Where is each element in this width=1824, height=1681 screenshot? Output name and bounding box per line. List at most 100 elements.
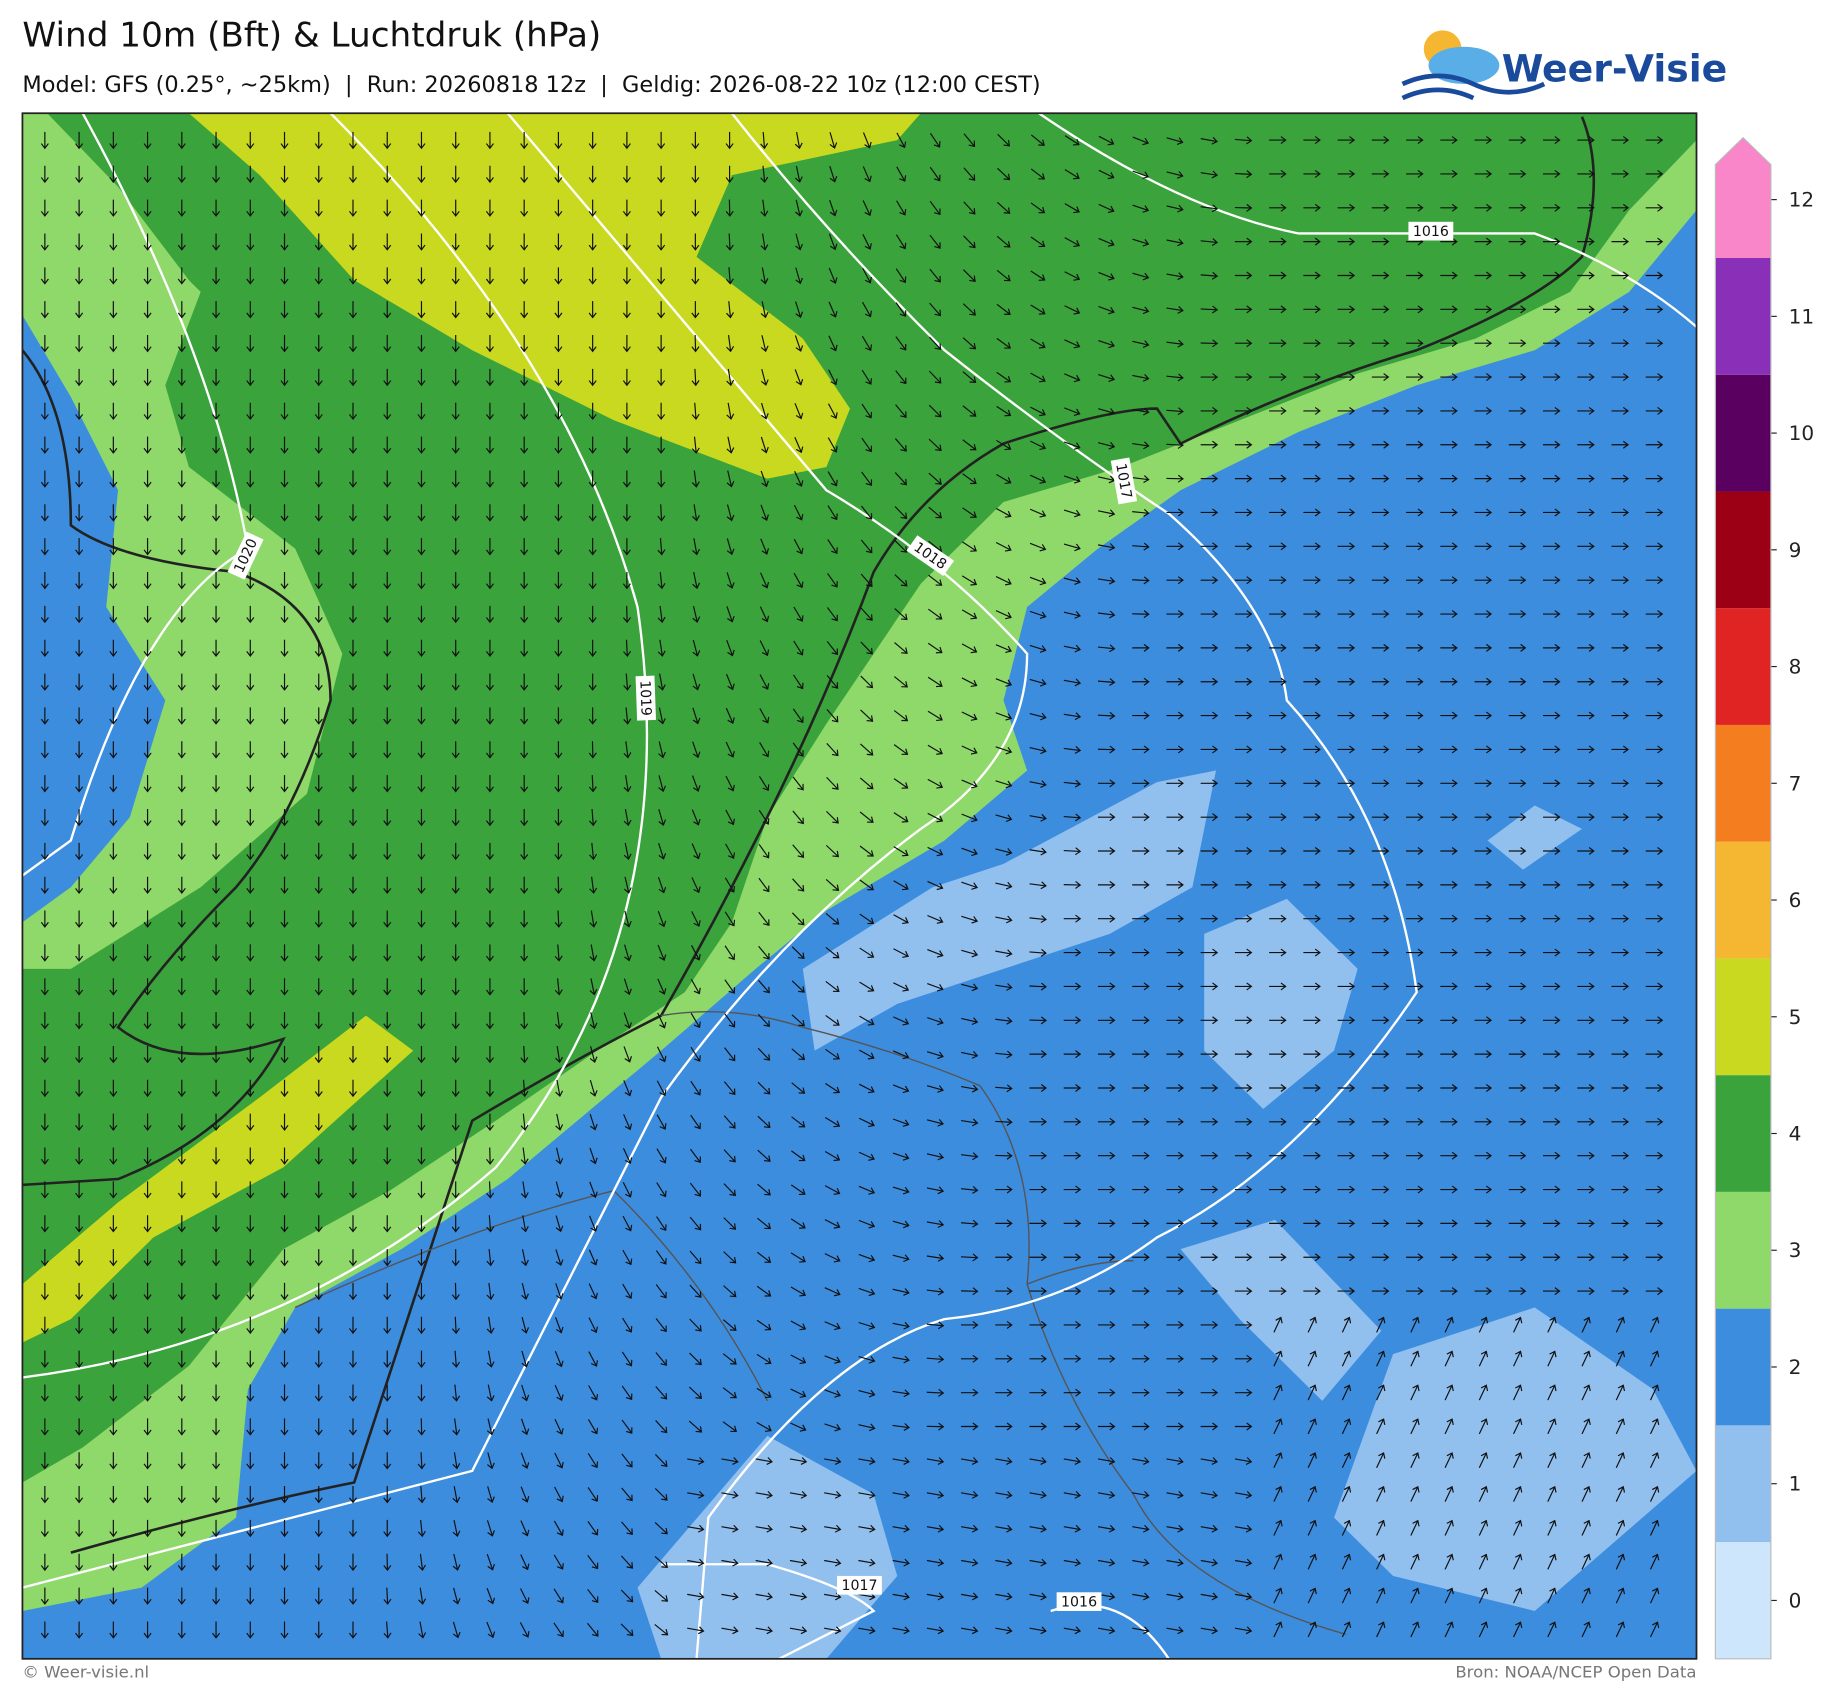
wind-arrow — [657, 335, 666, 353]
wind-arrow — [520, 335, 529, 353]
wind-arrow — [1166, 171, 1184, 179]
wind-arrow — [1029, 644, 1047, 653]
wind-arrow — [417, 368, 426, 387]
wind-arrow — [1269, 610, 1287, 619]
wind-arrow — [1474, 440, 1493, 449]
wind-arrow — [451, 436, 460, 454]
wind-arrow — [246, 605, 255, 624]
wind-arrow — [726, 470, 735, 488]
wind-arrow — [40, 165, 49, 184]
wind-arrow — [75, 335, 84, 353]
wind-arrow — [1303, 136, 1321, 145]
wind-arrow — [1337, 339, 1356, 348]
wind-arrow — [1166, 272, 1184, 281]
wind-arrow — [860, 539, 873, 554]
wind-arrow — [692, 639, 701, 657]
wind-arrow — [829, 132, 838, 149]
wind-arrow — [40, 335, 49, 353]
wind-arrow — [1645, 508, 1664, 517]
wind-arrow — [1029, 576, 1047, 586]
wind-arrow — [622, 199, 631, 217]
wind-arrow — [726, 640, 735, 657]
wind-arrow — [417, 504, 426, 522]
wind-arrow — [894, 540, 908, 553]
colorbar-bin — [1715, 1075, 1771, 1192]
wind-arrow — [1303, 542, 1321, 551]
wind-arrow — [1234, 576, 1253, 585]
wind-arrow — [1097, 576, 1116, 585]
wind-arrow — [860, 641, 873, 655]
wind-arrow — [1269, 576, 1287, 585]
wind-arrow — [829, 165, 838, 183]
wind-arrow — [75, 572, 84, 590]
wind-arrow — [1440, 440, 1458, 449]
wind-arrow — [1166, 339, 1184, 348]
wind-arrow — [246, 267, 255, 285]
wind-arrow — [929, 166, 941, 182]
wind-arrow — [1508, 169, 1527, 178]
wind-arrow — [348, 165, 358, 184]
wind-arrow — [1030, 168, 1046, 180]
wind-arrow — [1234, 406, 1253, 415]
wind-arrow — [177, 504, 186, 522]
wind-arrow — [1064, 135, 1080, 146]
wind-arrow — [929, 336, 942, 350]
wind-arrow — [862, 166, 872, 183]
wind-arrow — [40, 572, 49, 590]
wind-arrow — [417, 538, 426, 556]
wind-arrow — [417, 199, 426, 217]
wind-arrow — [794, 165, 803, 183]
wind-arrow — [1543, 169, 1561, 178]
logo-waves — [1401, 73, 1546, 101]
wind-arrow — [1440, 542, 1458, 551]
wind-arrow — [1200, 238, 1219, 246]
wind-arrow — [212, 335, 221, 353]
wind-arrow — [1303, 508, 1321, 517]
wind-arrow — [1269, 440, 1287, 449]
wind-arrow — [109, 165, 118, 184]
wind-arrow — [177, 368, 186, 387]
wind-arrow — [760, 301, 769, 319]
wind-arrow — [928, 404, 942, 418]
wind-arrow — [1611, 440, 1630, 449]
wind-arrow — [1337, 373, 1356, 382]
wind-arrow — [1371, 271, 1390, 280]
wind-arrow — [109, 605, 118, 624]
wind-arrow — [417, 436, 426, 454]
wind-arrow — [861, 335, 872, 352]
isobar-label-text: 1016 — [1413, 224, 1449, 240]
wind-arrow — [726, 504, 735, 522]
wind-arrow — [143, 199, 152, 217]
wind-arrow — [75, 267, 84, 285]
wind-arrow — [1166, 137, 1184, 145]
wind-arrow — [383, 436, 392, 454]
wind-arrow — [1645, 203, 1664, 212]
wind-arrow — [1030, 236, 1046, 248]
wind-arrow — [862, 200, 872, 217]
wind-arrow — [417, 639, 426, 658]
wind-arrow — [760, 335, 769, 353]
wind-arrow — [793, 504, 804, 521]
wind-arrow — [485, 368, 494, 387]
wind-arrow — [1200, 508, 1219, 517]
wind-arrow — [75, 301, 84, 319]
colorbar-tick-label: 12 — [1789, 188, 1815, 212]
wind-arrow — [177, 335, 186, 353]
wind-arrow — [895, 302, 907, 317]
wind-arrow — [794, 369, 804, 386]
wind-arrow — [1508, 576, 1527, 585]
wind-arrow — [40, 470, 49, 488]
wind-arrow — [520, 402, 529, 421]
wind-arrow — [1269, 305, 1287, 314]
wind-arrow — [177, 538, 186, 556]
wind-arrow — [246, 301, 255, 319]
wind-arrow — [212, 605, 221, 624]
wind-field-4 — [22, 113, 1697, 1483]
wind-arrow — [1098, 305, 1115, 315]
wind-arrow — [1303, 440, 1321, 449]
wind-arrow — [554, 605, 563, 624]
wind-arrow — [485, 538, 494, 556]
wind-arrow — [1474, 136, 1493, 145]
wind-arrow — [828, 301, 838, 318]
wind-arrow — [1269, 643, 1287, 652]
